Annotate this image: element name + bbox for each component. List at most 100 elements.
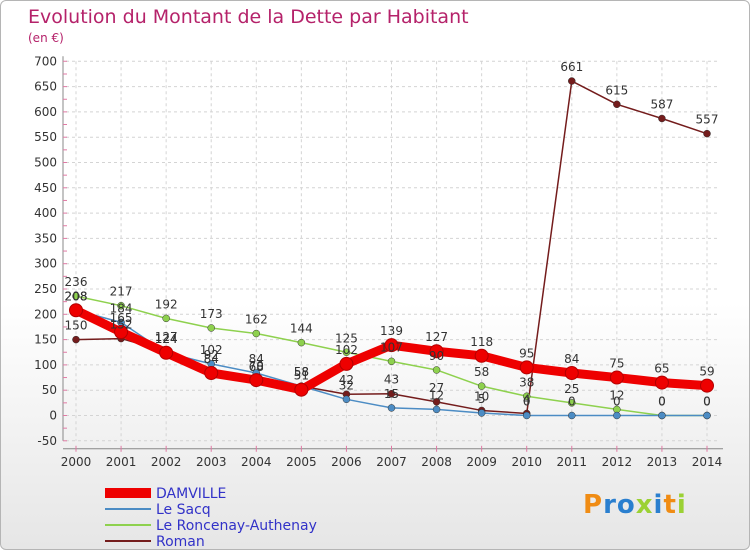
data-label: 58 bbox=[294, 365, 309, 379]
data-point bbox=[72, 335, 80, 344]
data-label: 0 bbox=[703, 395, 711, 409]
data-label: 127 bbox=[155, 330, 178, 344]
data-point bbox=[703, 411, 711, 420]
data-point bbox=[114, 325, 129, 340]
data-label: 208 bbox=[65, 289, 88, 303]
data-label: 0 bbox=[568, 395, 576, 409]
data-label: 192 bbox=[155, 297, 178, 311]
y-tick-label: 150 bbox=[34, 333, 57, 347]
y-tick-label: 450 bbox=[34, 181, 57, 195]
data-point bbox=[72, 292, 80, 300]
legend-label: DAMVILLE bbox=[156, 486, 226, 502]
y-tick-label: 400 bbox=[34, 206, 57, 220]
x-tick-label: 2007 bbox=[376, 455, 407, 469]
data-label: 217 bbox=[110, 285, 133, 299]
data-point bbox=[297, 338, 306, 347]
data-label: 127 bbox=[425, 330, 448, 344]
data-point bbox=[159, 345, 174, 360]
data-label: 615 bbox=[605, 83, 628, 97]
data-point bbox=[294, 382, 309, 397]
y-tick-label: 350 bbox=[34, 231, 57, 245]
x-tick-label: 2005 bbox=[286, 455, 317, 469]
data-point bbox=[117, 301, 125, 310]
x-tick-label: 2014 bbox=[692, 455, 723, 469]
data-point bbox=[339, 356, 354, 371]
data-label: 68 bbox=[249, 360, 264, 374]
data-point bbox=[474, 348, 489, 363]
data-point bbox=[429, 344, 444, 359]
data-label: 58 bbox=[294, 365, 309, 379]
data-label: 84 bbox=[564, 352, 579, 366]
data-label: 10 bbox=[474, 389, 489, 403]
data-point bbox=[477, 409, 486, 417]
x-tick-label: 2006 bbox=[331, 455, 362, 469]
y-tick-label: 300 bbox=[34, 257, 57, 271]
data-label: 38 bbox=[519, 375, 534, 389]
legend-label: Roman bbox=[156, 534, 205, 549]
data-point bbox=[700, 378, 714, 393]
data-label: 27 bbox=[429, 381, 444, 395]
data-label: 5 bbox=[478, 392, 486, 406]
data-label: 150 bbox=[65, 319, 88, 333]
data-label: 173 bbox=[200, 307, 223, 321]
data-point bbox=[252, 329, 261, 338]
data-label: 236 bbox=[65, 275, 88, 289]
data-point bbox=[387, 357, 396, 366]
data-point bbox=[522, 411, 531, 420]
data-point bbox=[609, 370, 624, 385]
data-label: 107 bbox=[380, 340, 403, 354]
data-point bbox=[69, 303, 83, 318]
data-label: 51 bbox=[294, 369, 309, 383]
x-tick-label: 2013 bbox=[647, 455, 678, 469]
data-label: 42 bbox=[339, 373, 354, 387]
data-point bbox=[342, 395, 351, 404]
x-tick-label: 2000 bbox=[61, 455, 92, 469]
data-label: 0 bbox=[523, 395, 531, 409]
data-label: 95 bbox=[519, 346, 534, 360]
data-label: 152 bbox=[110, 318, 133, 332]
data-label: 15 bbox=[384, 387, 399, 401]
legend-label: Le Roncenay-Authenay bbox=[156, 518, 317, 534]
data-label: 208 bbox=[65, 289, 88, 303]
data-label: 0 bbox=[613, 395, 621, 409]
data-point bbox=[432, 366, 441, 374]
y-tick-label: 700 bbox=[34, 54, 57, 68]
data-point bbox=[568, 77, 576, 85]
data-label: 124 bbox=[155, 332, 178, 346]
data-point bbox=[564, 365, 579, 380]
y-tick-label: 650 bbox=[34, 80, 57, 94]
y-tick-label: -50 bbox=[37, 434, 57, 448]
data-label: 125 bbox=[335, 331, 358, 345]
x-tick-label: 2002 bbox=[151, 455, 182, 469]
data-point bbox=[387, 404, 396, 412]
data-label: 43 bbox=[384, 373, 399, 387]
x-tick-label: 2008 bbox=[421, 455, 452, 469]
y-tick-label: 250 bbox=[34, 282, 57, 296]
data-label: 90 bbox=[429, 349, 444, 363]
legend-label: Le Sacq bbox=[156, 502, 211, 518]
data-label: 102 bbox=[200, 343, 223, 357]
data-label: 162 bbox=[245, 313, 268, 327]
data-label: 84 bbox=[204, 352, 219, 366]
chart-title: Evolution du Montant de la Dette par Hab… bbox=[28, 6, 469, 28]
data-point bbox=[613, 411, 621, 420]
data-label: 12 bbox=[609, 388, 624, 402]
data-point bbox=[249, 373, 264, 388]
data-point bbox=[568, 399, 576, 407]
data-label: 139 bbox=[380, 324, 403, 338]
data-label: 557 bbox=[696, 113, 719, 127]
data-label: 58 bbox=[474, 365, 489, 379]
data-label: 12 bbox=[429, 388, 444, 402]
data-point bbox=[522, 392, 531, 401]
proxiti-logo: Proxiti bbox=[583, 490, 687, 520]
data-point bbox=[387, 389, 396, 398]
x-tick-label: 2010 bbox=[511, 455, 542, 469]
y-tick-label: 100 bbox=[34, 358, 57, 372]
y-tick-label: 600 bbox=[34, 105, 57, 119]
data-label: 102 bbox=[335, 343, 358, 357]
data-point bbox=[342, 348, 351, 356]
data-point bbox=[204, 365, 219, 380]
y-tick-label: 50 bbox=[42, 383, 57, 397]
data-label: 25 bbox=[564, 382, 579, 396]
